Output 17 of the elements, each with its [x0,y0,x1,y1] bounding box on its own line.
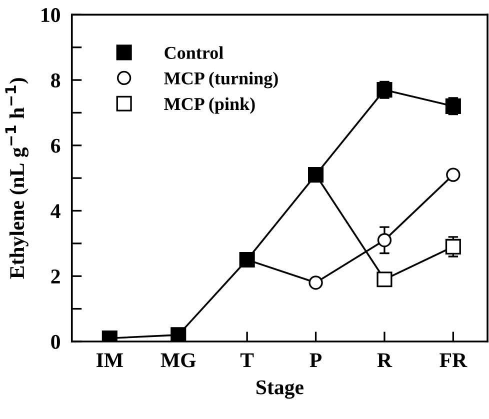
x-tick-label: FR [440,353,468,368]
legend-label: Control [164,46,224,59]
x-tick-label: T [240,353,254,368]
x-tick-label: R [377,353,392,368]
y-tick-label: 0 [51,334,60,349]
y-axis-title: Ethylene (nL g$^{−1}$ h$^{−1}$) [5,78,28,279]
y-tick-label: 8 [51,73,60,88]
x-axis-title: Stage [256,380,304,399]
y-tick-label: 4 [50,204,60,218]
x-tick-label: P [310,353,322,368]
legend-label: MCP (turning) [164,72,278,88]
y-tick-label: 2 [51,270,60,284]
legend-label: MCP (pink) [164,97,255,114]
x-tick-label: IM [96,353,123,368]
x-tick-label: MG [160,353,196,368]
y-tick-label: 6 [51,138,60,153]
y-tick-label: 10 [42,8,60,22]
